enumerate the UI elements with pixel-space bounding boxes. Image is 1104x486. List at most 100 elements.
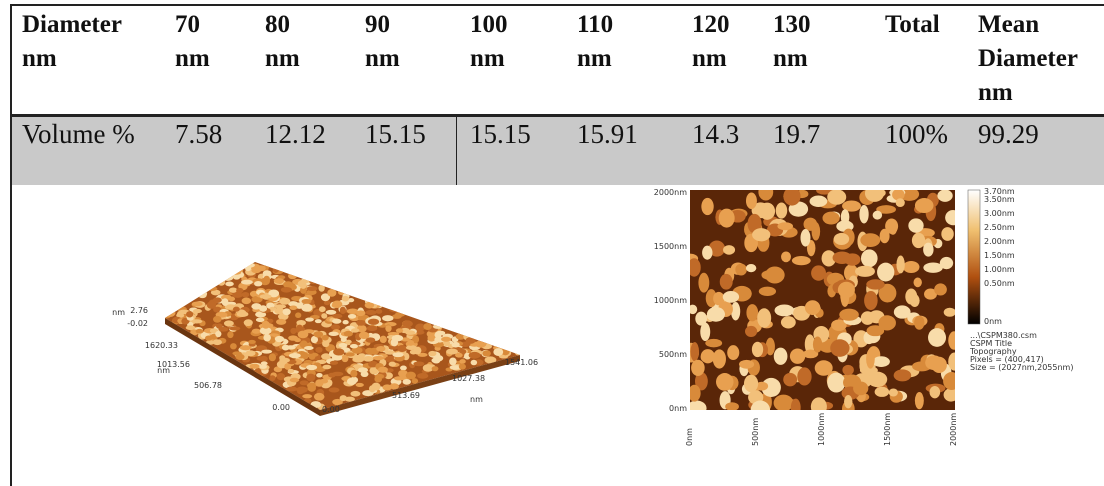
grain xyxy=(222,274,234,281)
grain xyxy=(239,345,252,351)
grain xyxy=(235,353,245,361)
grain xyxy=(690,304,698,315)
grain xyxy=(328,331,339,337)
grain xyxy=(943,372,955,390)
grain xyxy=(446,348,458,355)
grain xyxy=(914,197,934,214)
grain xyxy=(259,355,268,362)
grain xyxy=(259,364,267,369)
grain xyxy=(739,359,755,369)
table-cell: 12.12 xyxy=(265,119,326,149)
grain xyxy=(364,301,375,309)
grain xyxy=(261,349,273,354)
grain xyxy=(268,289,280,298)
grain xyxy=(837,281,855,298)
grain xyxy=(853,381,869,396)
grain xyxy=(191,301,203,307)
grain xyxy=(320,293,331,302)
table-cell: 15.15 xyxy=(365,119,426,149)
grain xyxy=(274,304,287,309)
grain xyxy=(761,377,781,398)
table-cell: 14.3 xyxy=(692,119,740,149)
grain xyxy=(514,349,520,356)
grain xyxy=(223,320,234,327)
grain xyxy=(375,309,383,314)
grain xyxy=(190,319,203,324)
grain xyxy=(893,305,911,319)
grain xyxy=(316,373,323,378)
grain xyxy=(356,320,367,326)
grain xyxy=(705,338,723,348)
grain xyxy=(745,192,757,210)
grain xyxy=(791,256,811,266)
grain xyxy=(210,289,221,296)
grain xyxy=(332,398,343,406)
grain xyxy=(914,392,924,410)
label: 1027.38 xyxy=(452,374,485,383)
grain xyxy=(427,334,436,342)
grain xyxy=(263,275,271,284)
grain xyxy=(412,335,420,344)
grain xyxy=(866,279,885,290)
grain xyxy=(745,325,758,337)
grain xyxy=(346,377,357,386)
grain xyxy=(375,373,385,379)
label: Size = (2027nm,2055nm) xyxy=(970,363,1073,372)
grain xyxy=(186,311,194,318)
grain xyxy=(308,277,319,285)
label: 2.00nm xyxy=(984,237,1015,246)
grain xyxy=(895,198,905,208)
grain xyxy=(428,350,437,357)
grain xyxy=(877,262,895,282)
grain xyxy=(232,306,240,312)
grain xyxy=(285,345,296,350)
grain xyxy=(475,340,487,348)
surface-edge xyxy=(320,355,520,416)
grain xyxy=(939,256,954,270)
label: 1500nm xyxy=(883,413,892,446)
grain xyxy=(775,202,788,219)
label: 500nm xyxy=(659,350,687,359)
grain xyxy=(389,383,399,390)
grain xyxy=(328,372,336,378)
grain xyxy=(392,314,402,319)
grain xyxy=(432,358,441,364)
grain xyxy=(690,258,701,277)
rule xyxy=(456,117,457,185)
grain xyxy=(755,381,769,391)
grain xyxy=(872,210,883,220)
grain xyxy=(400,365,407,371)
grain xyxy=(804,300,821,316)
grain xyxy=(713,291,725,306)
grain xyxy=(701,197,714,216)
grain xyxy=(243,319,253,327)
grain xyxy=(262,270,272,277)
label: 506.78 xyxy=(194,381,222,390)
label: 0nm xyxy=(984,317,1002,326)
header-cell: 130 nm xyxy=(773,11,811,72)
grain xyxy=(308,354,316,360)
grain xyxy=(925,355,943,371)
grain xyxy=(344,396,355,402)
grain xyxy=(347,313,357,319)
header-cell: Total xyxy=(885,11,940,38)
grain xyxy=(860,249,878,268)
grain xyxy=(347,298,355,303)
grain xyxy=(757,308,772,328)
grain xyxy=(878,283,897,303)
grain xyxy=(165,309,176,317)
grain xyxy=(842,200,861,212)
grain xyxy=(790,398,801,410)
grain xyxy=(923,262,943,273)
label: 0.50nm xyxy=(984,279,1015,288)
grain xyxy=(241,279,253,285)
grain xyxy=(350,369,358,378)
grain xyxy=(323,300,331,306)
grain xyxy=(227,331,234,339)
grain xyxy=(395,328,404,333)
grain xyxy=(206,286,218,291)
grain xyxy=(879,228,890,244)
surface-edge xyxy=(165,318,320,416)
grain xyxy=(297,330,309,339)
grain xyxy=(356,310,366,316)
